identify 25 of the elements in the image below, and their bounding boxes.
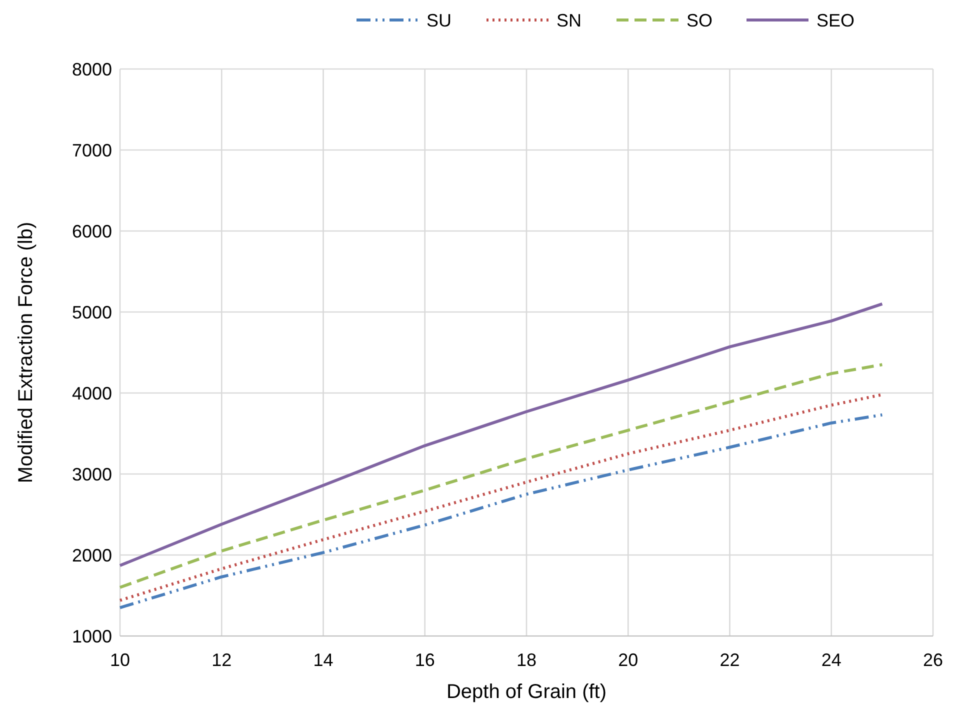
line-series [118, 363, 884, 589]
x-tick-label: 18 [516, 650, 537, 670]
y-axis-title: Modified Extraction Force (lb) [15, 222, 37, 484]
legend-label: SN [556, 10, 582, 30]
y-tick-label: 5000 [72, 302, 112, 322]
x-tick-label: 14 [313, 650, 334, 670]
x-tick-label: 24 [821, 650, 842, 670]
x-tick-label: 16 [414, 650, 435, 670]
x-tick-label: 26 [922, 650, 944, 670]
line-series [118, 302, 884, 568]
legend-label: SU [426, 10, 452, 30]
y-tick-label: 7000 [72, 140, 112, 160]
legend-label: SEO [816, 10, 855, 30]
x-tick-label: 10 [110, 650, 130, 670]
x-tick-label: 12 [212, 650, 232, 670]
x-tick-label: 20 [618, 650, 638, 670]
x-axis-title: Depth of Grain (ft) [446, 681, 607, 703]
y-tick-label: 6000 [72, 221, 112, 242]
y-tick-label: 1000 [72, 626, 112, 646]
y-tick-label: 4000 [72, 383, 112, 404]
y-tick-label: 2000 [72, 545, 112, 566]
y-tick-label: 8000 [72, 59, 112, 80]
y-tick-label: 3000 [72, 464, 112, 484]
legend-label: SO [686, 10, 713, 30]
x-tick-label: 22 [720, 650, 740, 670]
